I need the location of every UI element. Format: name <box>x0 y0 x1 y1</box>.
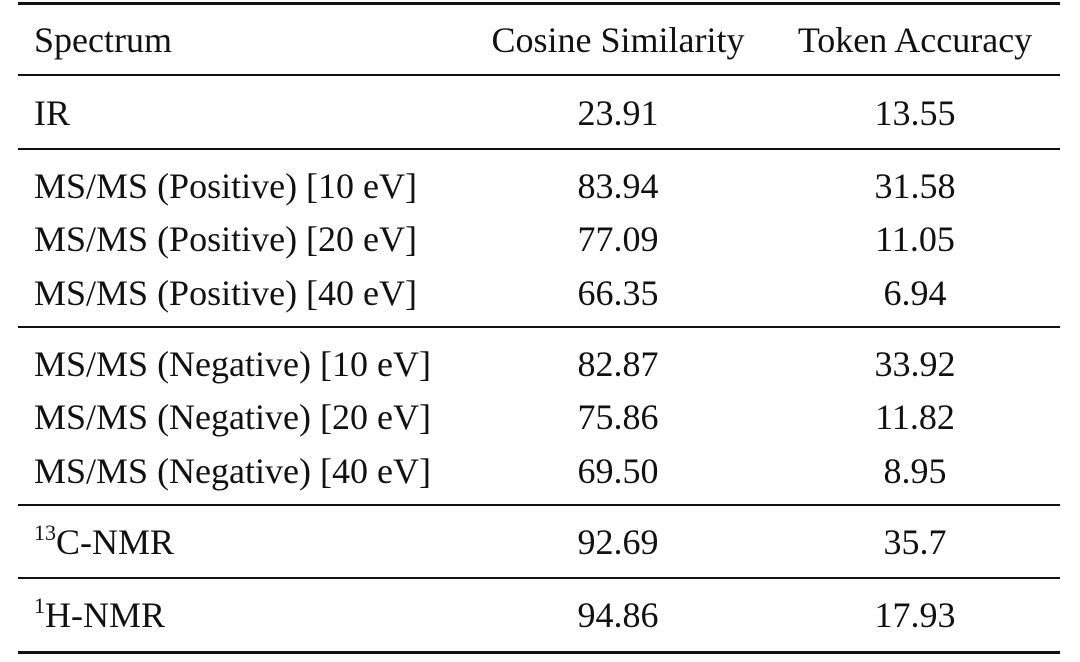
cell-token: 33.92 <box>874 344 956 384</box>
cell-spectrum: MS/MS (Positive) [10 eV] <box>34 166 418 206</box>
header-spectrum: Spectrum <box>34 20 172 60</box>
cell-cosine: 69.50 <box>577 451 659 491</box>
group-rule <box>18 577 1060 579</box>
header-cosine-similarity: Cosine Similarity <box>491 20 745 60</box>
header-rule <box>18 74 1060 76</box>
cell-spectrum: 13C-NMR <box>34 520 175 562</box>
cell-cosine: 92.69 <box>577 522 659 562</box>
cell-cosine: 94.86 <box>577 595 659 635</box>
cell-spectrum: 1H-NMR <box>34 593 166 635</box>
cell-token: 17.93 <box>874 595 956 635</box>
cell-cosine: 23.91 <box>577 93 659 133</box>
superscript: 1 <box>34 593 45 618</box>
cell-token: 11.82 <box>875 397 955 437</box>
cell-cosine: 75.86 <box>577 397 659 437</box>
cell-token: 31.58 <box>874 166 956 206</box>
cell-cosine: 66.35 <box>577 273 659 313</box>
top-rule <box>18 2 1060 5</box>
cell-token: 11.05 <box>875 219 955 259</box>
cell-cosine: 83.94 <box>577 166 659 206</box>
cell-cosine: 82.87 <box>577 344 659 384</box>
cell-cosine: 77.09 <box>577 219 659 259</box>
cell-token: 13.55 <box>874 93 956 133</box>
header-token-accuracy: Token Accuracy <box>797 20 1033 60</box>
group-rule <box>18 148 1060 150</box>
superscript: 13 <box>34 520 56 545</box>
cell-spectrum: MS/MS (Positive) [40 eV] <box>34 273 418 313</box>
cell-token: 35.7 <box>883 522 947 562</box>
cell-spectrum: MS/MS (Positive) [20 eV] <box>34 219 418 259</box>
cell-spectrum: MS/MS (Negative) [40 eV] <box>34 451 431 491</box>
cell-spectrum: IR <box>34 93 70 133</box>
group-rule <box>18 504 1060 506</box>
cell-spectrum: MS/MS (Negative) [10 eV] <box>34 344 431 384</box>
cell-token: 8.95 <box>883 451 947 491</box>
bottom-rule <box>18 651 1060 654</box>
group-rule <box>18 326 1060 328</box>
cell-spectrum: MS/MS (Negative) [20 eV] <box>34 397 431 437</box>
cell-token: 6.94 <box>883 273 947 313</box>
